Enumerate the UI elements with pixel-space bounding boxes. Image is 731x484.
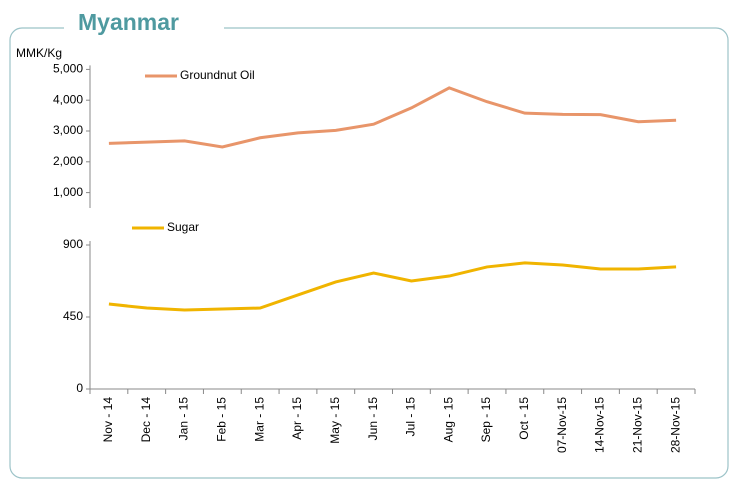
x-tick-label: Jan - 15 <box>177 397 191 441</box>
x-tick-label: Aug - 15 <box>441 397 455 443</box>
y-tick-label: 3,000 <box>53 123 83 137</box>
x-tick-label: Dec - 14 <box>139 397 153 443</box>
x-tick-label: May - 15 <box>328 397 342 444</box>
y-tick-label: 900 <box>63 237 83 251</box>
y-tick-label: 5,000 <box>53 62 83 76</box>
panel-frame <box>9 27 729 479</box>
legend-label: Groundnut Oil <box>180 68 255 82</box>
x-tick-label: Feb - 15 <box>215 397 229 442</box>
line-series <box>108 261 677 312</box>
y-tick-label: 0 <box>76 381 83 395</box>
y-axis-label: MMK/Kg <box>16 46 62 60</box>
y-tick-label: 1,000 <box>53 185 83 199</box>
x-tick-label: Sep - 15 <box>479 397 493 443</box>
x-tick-label: Oct - 15 <box>517 397 531 440</box>
x-tick-label: Jun - 15 <box>366 397 380 441</box>
y-tick-label: 4,000 <box>53 92 83 106</box>
x-tick-label: Jul - 15 <box>404 397 418 437</box>
y-tick-label: 450 <box>63 309 83 323</box>
y-tick-label: 2,000 <box>53 154 83 168</box>
x-tick-label: 07-Nov-15 <box>555 397 569 453</box>
x-tick-label: 28-Nov-15 <box>668 397 682 453</box>
line-series <box>108 86 677 149</box>
legend-label: Sugar <box>167 220 199 234</box>
x-tick-label: Nov - 14 <box>101 397 115 443</box>
x-tick-label: 21-Nov-15 <box>630 397 644 453</box>
title-backdrop <box>64 8 224 44</box>
panel-title: Myanmar <box>78 9 179 35</box>
x-tick-label: Apr - 15 <box>290 397 304 440</box>
x-tick-label: 14-Nov-15 <box>593 397 607 453</box>
x-tick-label: Mar - 15 <box>252 397 266 442</box>
